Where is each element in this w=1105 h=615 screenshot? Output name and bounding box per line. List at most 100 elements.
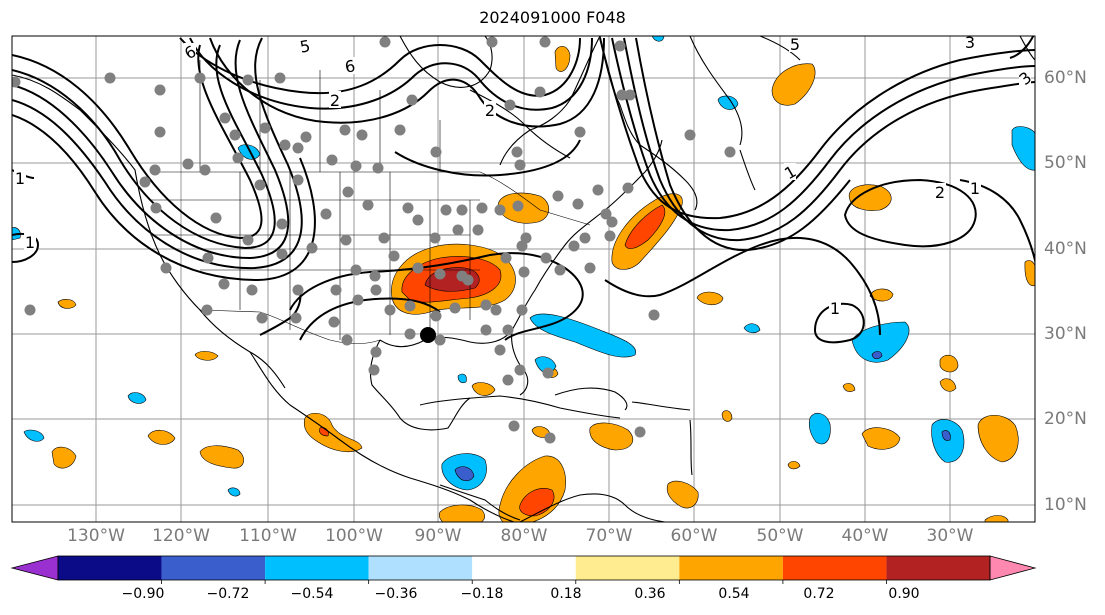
contour-label-background	[969, 179, 981, 196]
negative-anomaly-area	[808, 412, 831, 445]
positive-anomaly-area	[666, 480, 699, 509]
station-marker	[634, 426, 646, 438]
negative-anomaly-area	[743, 323, 761, 334]
contour-label: 1	[25, 233, 35, 252]
station-marker	[306, 242, 318, 254]
contour-line	[179, 37, 581, 97]
station-marker	[456, 204, 468, 216]
station-marker	[516, 304, 528, 316]
station-marker	[472, 224, 484, 236]
station-marker	[328, 316, 340, 328]
station-marker	[500, 252, 512, 264]
coastline	[499, 36, 601, 166]
contour-label-background	[14, 169, 26, 186]
station-marker	[534, 86, 546, 98]
station-marker	[402, 202, 414, 214]
coastline	[399, 36, 493, 88]
station-marker	[350, 264, 362, 276]
station-marker	[256, 312, 268, 324]
station-marker	[462, 274, 474, 286]
strong-positive-anomaly-area	[624, 204, 666, 249]
contour-line	[599, 37, 1035, 220]
station-marker	[160, 262, 172, 274]
station-marker	[480, 324, 492, 336]
positive-anomaly-area	[589, 422, 634, 451]
station-marker	[539, 36, 551, 48]
colorbar-segment	[368, 556, 473, 580]
station-marker	[622, 182, 634, 194]
station-marker	[292, 174, 304, 186]
station-marker	[511, 146, 523, 158]
lon-label: 90°W	[414, 526, 462, 546]
negative-anomaly-area	[127, 392, 147, 404]
station-marker	[592, 184, 604, 196]
positive-anomaly-area	[771, 63, 816, 106]
lon-label: 60°W	[670, 526, 718, 546]
contour-line	[299, 297, 441, 341]
station-marker	[394, 124, 406, 136]
negative-anomaly-area	[931, 419, 965, 463]
station-marker	[276, 218, 288, 230]
station-marker	[540, 252, 552, 264]
station-marker	[154, 84, 166, 96]
contour-line	[12, 37, 303, 270]
lon-label: 30°W	[926, 526, 974, 546]
station-marker	[246, 284, 258, 296]
station-marker	[199, 164, 211, 176]
positive-anomaly-area	[438, 504, 485, 522]
station-marker	[290, 312, 302, 324]
colorbar-segment	[679, 556, 783, 580]
station-marker	[339, 124, 351, 136]
station-marker	[24, 304, 36, 316]
station-markers	[12, 36, 736, 444]
station-marker	[430, 146, 442, 158]
station-marker	[440, 204, 452, 216]
colorbar-tick-label: −0.72	[206, 586, 250, 602]
lon-label: 100°W	[325, 526, 383, 546]
positive-anomaly-area	[57, 299, 77, 309]
station-marker	[616, 89, 628, 101]
lon-label: 70°W	[585, 526, 633, 546]
station-marker	[648, 309, 660, 321]
positive-anomaly-area	[721, 410, 733, 422]
lon-label: 110°W	[239, 526, 297, 546]
station-marker	[218, 278, 230, 290]
station-marker	[568, 240, 580, 252]
lon-label: 130°W	[67, 526, 125, 546]
station-marker	[279, 139, 291, 151]
contour-line	[209, 37, 605, 128]
positive-anomaly-area	[787, 461, 801, 470]
station-marker	[232, 152, 244, 164]
station-marker	[412, 262, 424, 274]
station-marker	[434, 334, 446, 346]
contour-label: 2	[330, 91, 340, 110]
contour-line	[1009, 36, 1035, 59]
contour-label-background	[299, 37, 311, 54]
station-marker	[490, 304, 502, 316]
station-marker	[378, 232, 390, 244]
contour-line	[12, 39, 290, 260]
station-marker	[292, 284, 304, 296]
colorbar-tick-label: 0.18	[550, 586, 582, 602]
station-marker	[210, 212, 222, 224]
station-marker	[502, 374, 514, 386]
station-marker	[320, 208, 332, 220]
contour-line	[623, 37, 1035, 242]
colorbar-tick-label: −0.54	[290, 586, 334, 602]
contour-label-background	[1019, 69, 1031, 86]
station-marker	[579, 232, 591, 244]
contour-label: 1	[15, 169, 25, 188]
station-marker	[276, 248, 288, 260]
station-marker	[384, 304, 396, 316]
contour-label-background	[784, 163, 796, 180]
coastline	[631, 401, 691, 411]
station-marker	[219, 112, 231, 124]
lon-label: 80°W	[500, 526, 548, 546]
station-marker	[149, 164, 161, 176]
colorbar-tick-label: −0.90	[121, 586, 165, 602]
positive-anomaly-area	[848, 184, 892, 211]
station-marker	[429, 232, 441, 244]
station-marker	[12, 76, 21, 88]
station-marker	[379, 36, 391, 48]
positive-anomaly-area	[471, 382, 496, 396]
